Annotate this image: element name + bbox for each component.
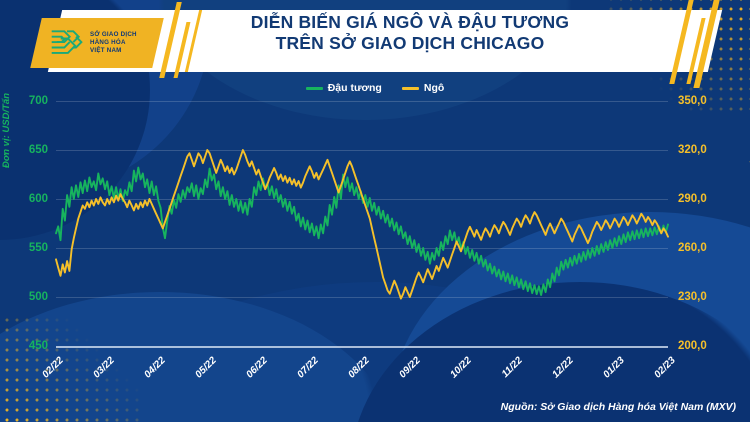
y-axis-left-tick: 650 <box>28 144 48 156</box>
y-axis-right-tick: 350,0 <box>678 95 707 107</box>
y-axis-left-tick: 700 <box>28 95 48 107</box>
mxv-maze-logo-icon <box>51 30 83 54</box>
y-axis-right-tick: 260,0 <box>678 242 707 254</box>
title-line-1: DIỄN BIẾN GIÁ NGÔ VÀ ĐẬU TƯƠNG <box>250 12 570 32</box>
y-axis-left-tick: 600 <box>28 193 48 205</box>
chart-legend: Đậu tương Ngô <box>0 82 750 94</box>
legend-swatch-icon <box>305 86 323 90</box>
gridline <box>56 150 668 151</box>
y-axis-right-tick: 230,0 <box>678 291 707 303</box>
gridline <box>56 297 668 298</box>
series-line-corn <box>55 149 669 300</box>
gridline <box>56 248 668 249</box>
gridline <box>56 346 668 348</box>
y-axis-right-tick: 200,0 <box>678 340 707 352</box>
source-attribution: Nguồn: Sở Giao dịch Hàng hóa Việt Nam (M… <box>500 401 736 413</box>
legend-label-soybean: Đậu tương <box>327 82 382 94</box>
y-axis-right-tick: 290,0 <box>678 193 707 205</box>
gridline <box>56 101 668 102</box>
brand-logo: SỞ GIAO DỊCH HÀNG HÓA VIỆT NAM <box>30 18 164 68</box>
page-title: DIỄN BIẾN GIÁ NGÔ VÀ ĐẬU TƯƠNG TRÊN SỞ G… <box>200 12 620 72</box>
legend-label-corn: Ngô <box>423 82 445 94</box>
legend-swatch-icon <box>401 86 419 90</box>
y-axis-left-tick: 550 <box>28 242 48 254</box>
y-axis-left-tick: 450 <box>28 340 48 352</box>
legend-item-corn: Ngô <box>401 82 445 94</box>
y-axis-right-tick: 320,0 <box>678 144 707 156</box>
y-axis-left-tick: 500 <box>28 291 48 303</box>
title-line-2: TRÊN SỞ GIAO DỊCH CHICAGO <box>275 33 545 53</box>
legend-item-soybean: Đậu tương <box>305 82 382 94</box>
